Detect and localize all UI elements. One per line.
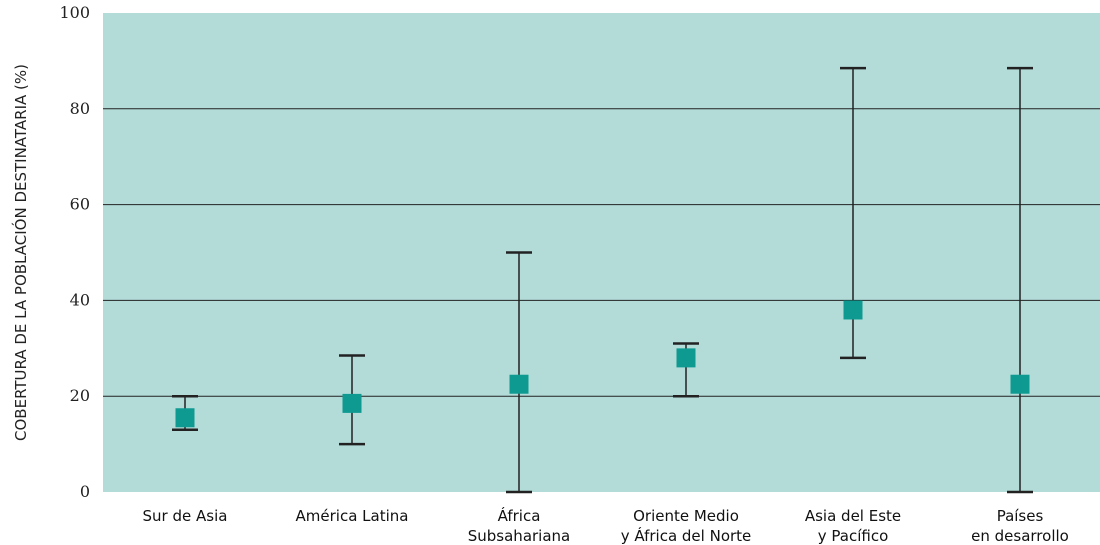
gridlines <box>103 108 1100 397</box>
y-axis-label: COBERTURA DE LA POBLACIÓN DESTINATARIA (… <box>11 64 30 441</box>
error-bars <box>172 66 1033 494</box>
x-category-label: Países en desarrollo <box>971 507 1069 545</box>
y-tick-label: 80 <box>70 99 90 118</box>
y-tick-label: 60 <box>70 195 90 214</box>
x-category-label: América Latina <box>296 507 409 525</box>
data-point-marker <box>175 408 195 428</box>
error-bar <box>1007 66 1033 494</box>
error-bar <box>506 251 532 494</box>
data-point-marker <box>1010 374 1030 394</box>
x-category-label: Sur de Asia <box>143 507 228 525</box>
y-tick-label: 100 <box>59 3 90 22</box>
y-tick-label: 40 <box>70 290 90 309</box>
data-point-marker <box>843 300 863 320</box>
data-point-marker <box>676 348 696 368</box>
x-category-label: Oriente Medio y África del Norte <box>621 507 752 545</box>
y-tick-label: 20 <box>70 386 90 405</box>
x-axis-categories: Sur de Asia América Latina África Subsahari… <box>143 506 1069 545</box>
data-markers <box>175 300 1030 428</box>
x-category-label: Asia del Este y Pacífico <box>805 507 901 545</box>
data-point-marker <box>342 393 362 413</box>
data-point-marker <box>509 374 529 394</box>
x-category-label: África Subsahariana <box>468 506 570 545</box>
y-tick-label: 0 <box>80 482 90 501</box>
y-axis-ticks: 0 20 40 60 80 100 <box>59 3 90 501</box>
plot-area <box>103 13 1100 492</box>
